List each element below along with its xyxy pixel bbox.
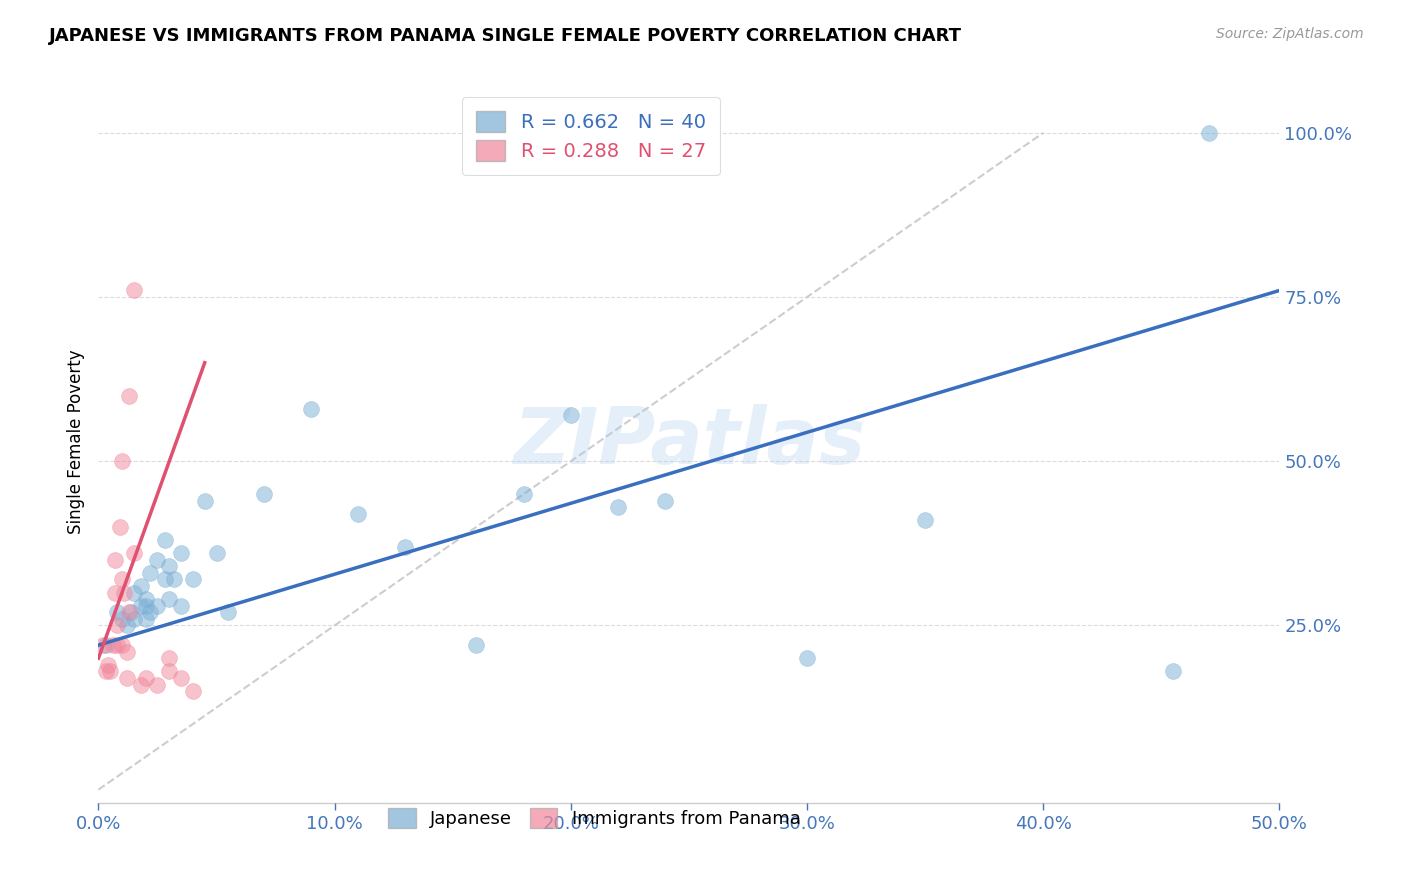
Point — [181, 573, 204, 587]
Point — [118, 605, 141, 619]
Point — [104, 553, 127, 567]
Point — [115, 645, 138, 659]
Point — [512, 487, 534, 501]
Point — [98, 665, 121, 679]
Point — [194, 493, 217, 508]
Point — [146, 677, 169, 691]
Point — [157, 559, 180, 574]
Point — [135, 671, 157, 685]
Y-axis label: Single Female Poverty: Single Female Poverty — [66, 350, 84, 533]
Point — [122, 546, 145, 560]
Point — [111, 612, 134, 626]
Point — [394, 540, 416, 554]
Point — [122, 284, 145, 298]
Point — [94, 665, 117, 679]
Point — [157, 592, 180, 607]
Point — [1161, 665, 1184, 679]
Point — [111, 638, 134, 652]
Point — [170, 546, 193, 560]
Point — [118, 388, 141, 402]
Point — [91, 638, 114, 652]
Point — [101, 638, 124, 652]
Point — [465, 638, 488, 652]
Point — [607, 500, 630, 515]
Point — [129, 677, 152, 691]
Point — [115, 671, 138, 685]
Point — [146, 553, 169, 567]
Point — [253, 487, 276, 501]
Point — [105, 618, 128, 632]
Point — [347, 507, 370, 521]
Point — [157, 665, 180, 679]
Point — [97, 657, 120, 672]
Point — [1198, 126, 1220, 140]
Point — [105, 605, 128, 619]
Point — [111, 573, 134, 587]
Text: ZIPatlas: ZIPatlas — [513, 403, 865, 480]
Legend: Japanese, Immigrants from Panama: Japanese, Immigrants from Panama — [375, 796, 813, 841]
Point — [153, 573, 176, 587]
Point — [122, 585, 145, 599]
Point — [654, 493, 676, 508]
Point — [217, 605, 239, 619]
Point — [135, 592, 157, 607]
Point — [104, 585, 127, 599]
Point — [205, 546, 228, 560]
Point — [112, 585, 135, 599]
Text: Source: ZipAtlas.com: Source: ZipAtlas.com — [1216, 27, 1364, 41]
Point — [796, 651, 818, 665]
Point — [129, 599, 152, 613]
Point — [560, 409, 582, 423]
Point — [115, 618, 138, 632]
Point — [121, 605, 143, 619]
Point — [914, 513, 936, 527]
Point — [157, 651, 180, 665]
Text: JAPANESE VS IMMIGRANTS FROM PANAMA SINGLE FEMALE POVERTY CORRELATION CHART: JAPANESE VS IMMIGRANTS FROM PANAMA SINGL… — [49, 27, 962, 45]
Point — [108, 520, 131, 534]
Point — [94, 638, 117, 652]
Point — [153, 533, 176, 547]
Point — [105, 638, 128, 652]
Point — [111, 454, 134, 468]
Point — [170, 671, 193, 685]
Point — [170, 599, 193, 613]
Point — [139, 566, 162, 580]
Point — [181, 684, 204, 698]
Point — [146, 599, 169, 613]
Point — [139, 605, 162, 619]
Point — [299, 401, 322, 416]
Point — [129, 579, 152, 593]
Point — [135, 599, 157, 613]
Point — [122, 612, 145, 626]
Point — [135, 612, 157, 626]
Point — [163, 573, 186, 587]
